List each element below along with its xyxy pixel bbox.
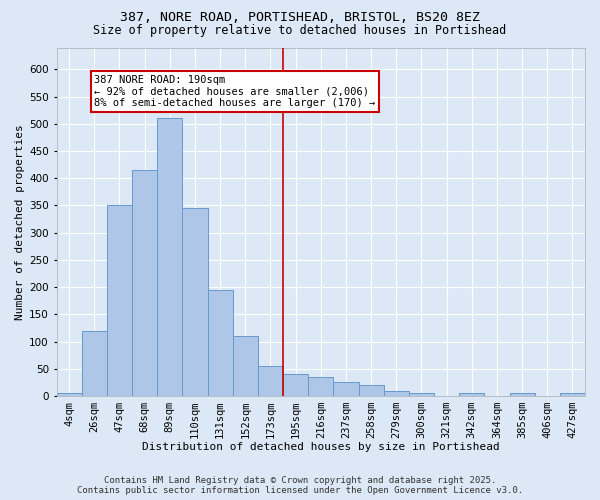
Text: Size of property relative to detached houses in Portishead: Size of property relative to detached ho…	[94, 24, 506, 37]
Bar	[283, 374, 308, 396]
Y-axis label: Number of detached properties: Number of detached properties	[15, 124, 25, 320]
Bar	[359, 385, 383, 396]
Bar	[182, 208, 208, 396]
Bar	[560, 393, 585, 396]
Bar	[409, 393, 434, 396]
Bar	[459, 393, 484, 396]
Bar	[82, 330, 107, 396]
Bar	[56, 393, 82, 396]
Bar	[107, 206, 132, 396]
Bar	[208, 290, 233, 396]
Text: 387, NORE ROAD, PORTISHEAD, BRISTOL, BS20 8EZ: 387, NORE ROAD, PORTISHEAD, BRISTOL, BS2…	[120, 11, 480, 24]
Bar	[258, 366, 283, 396]
Bar	[308, 377, 334, 396]
Bar	[509, 393, 535, 396]
Bar	[157, 118, 182, 396]
Text: 387 NORE ROAD: 190sqm
← 92% of detached houses are smaller (2,006)
8% of semi-de: 387 NORE ROAD: 190sqm ← 92% of detached …	[94, 74, 376, 108]
X-axis label: Distribution of detached houses by size in Portishead: Distribution of detached houses by size …	[142, 442, 500, 452]
Bar	[233, 336, 258, 396]
Bar	[334, 382, 359, 396]
Bar	[383, 390, 409, 396]
Bar	[132, 170, 157, 396]
Text: Contains HM Land Registry data © Crown copyright and database right 2025.
Contai: Contains HM Land Registry data © Crown c…	[77, 476, 523, 495]
